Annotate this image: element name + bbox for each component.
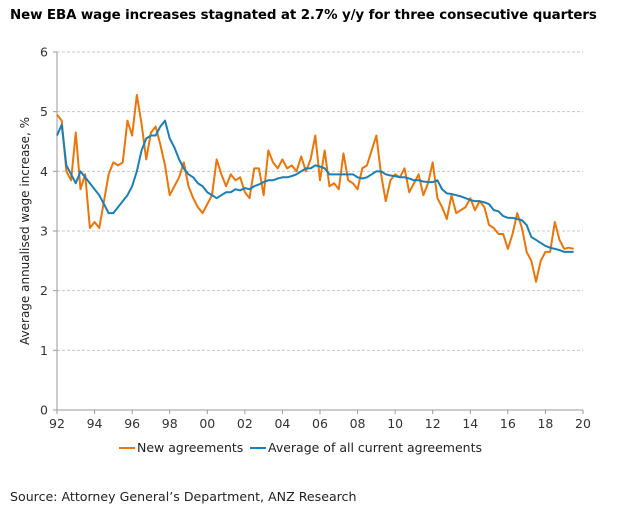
x-tick-label: 12 <box>425 416 441 431</box>
series-group <box>56 93 574 283</box>
legend-label-new-agreements: New agreements <box>137 440 243 455</box>
y-tick-label: 4 <box>40 164 48 179</box>
x-tick-label: 06 <box>312 416 328 431</box>
x-tick-label: 96 <box>124 416 140 431</box>
y-axis-title: Average annualised wage increase, % <box>18 117 32 345</box>
x-tick-label: 20 <box>575 416 591 431</box>
legend: New agreements Average of all current ag… <box>119 440 482 455</box>
x-tick-label: 98 <box>162 416 178 431</box>
y-tick-label: 0 <box>40 403 48 418</box>
x-tick-label: 16 <box>500 416 516 431</box>
chart-title: New EBA wage increases stagnated at 2.7%… <box>10 8 597 23</box>
x-tick-label: 04 <box>274 416 290 431</box>
x-tick-label: 02 <box>237 416 253 431</box>
y-tick-label: 6 <box>40 45 48 60</box>
x-tick-label: 14 <box>462 416 478 431</box>
x-tick-label: 94 <box>87 416 103 431</box>
source-note: Source: Attorney General’s Department, A… <box>10 489 357 504</box>
y-tick-label: 5 <box>40 104 48 119</box>
legend-label-average-current: Average of all current agreements <box>268 440 482 455</box>
x-tick-label: 10 <box>387 416 403 431</box>
x-ticks: 92 94 96 98 00 02 04 06 08 10 12 14 16 18 20 <box>49 410 591 431</box>
x-tick-label: 08 <box>350 416 366 431</box>
x-tick-label: 18 <box>537 416 553 431</box>
y-tick-label: 3 <box>40 224 48 239</box>
x-tick-label: 00 <box>199 416 215 431</box>
y-tick-label: 1 <box>40 343 48 358</box>
y-ticks: 0 1 2 3 4 5 6 <box>40 45 57 418</box>
x-tick-label: 92 <box>49 416 65 431</box>
y-tick-label: 2 <box>40 283 48 298</box>
series-line-new-agreements <box>56 93 574 283</box>
series-line-average-current <box>56 119 574 253</box>
